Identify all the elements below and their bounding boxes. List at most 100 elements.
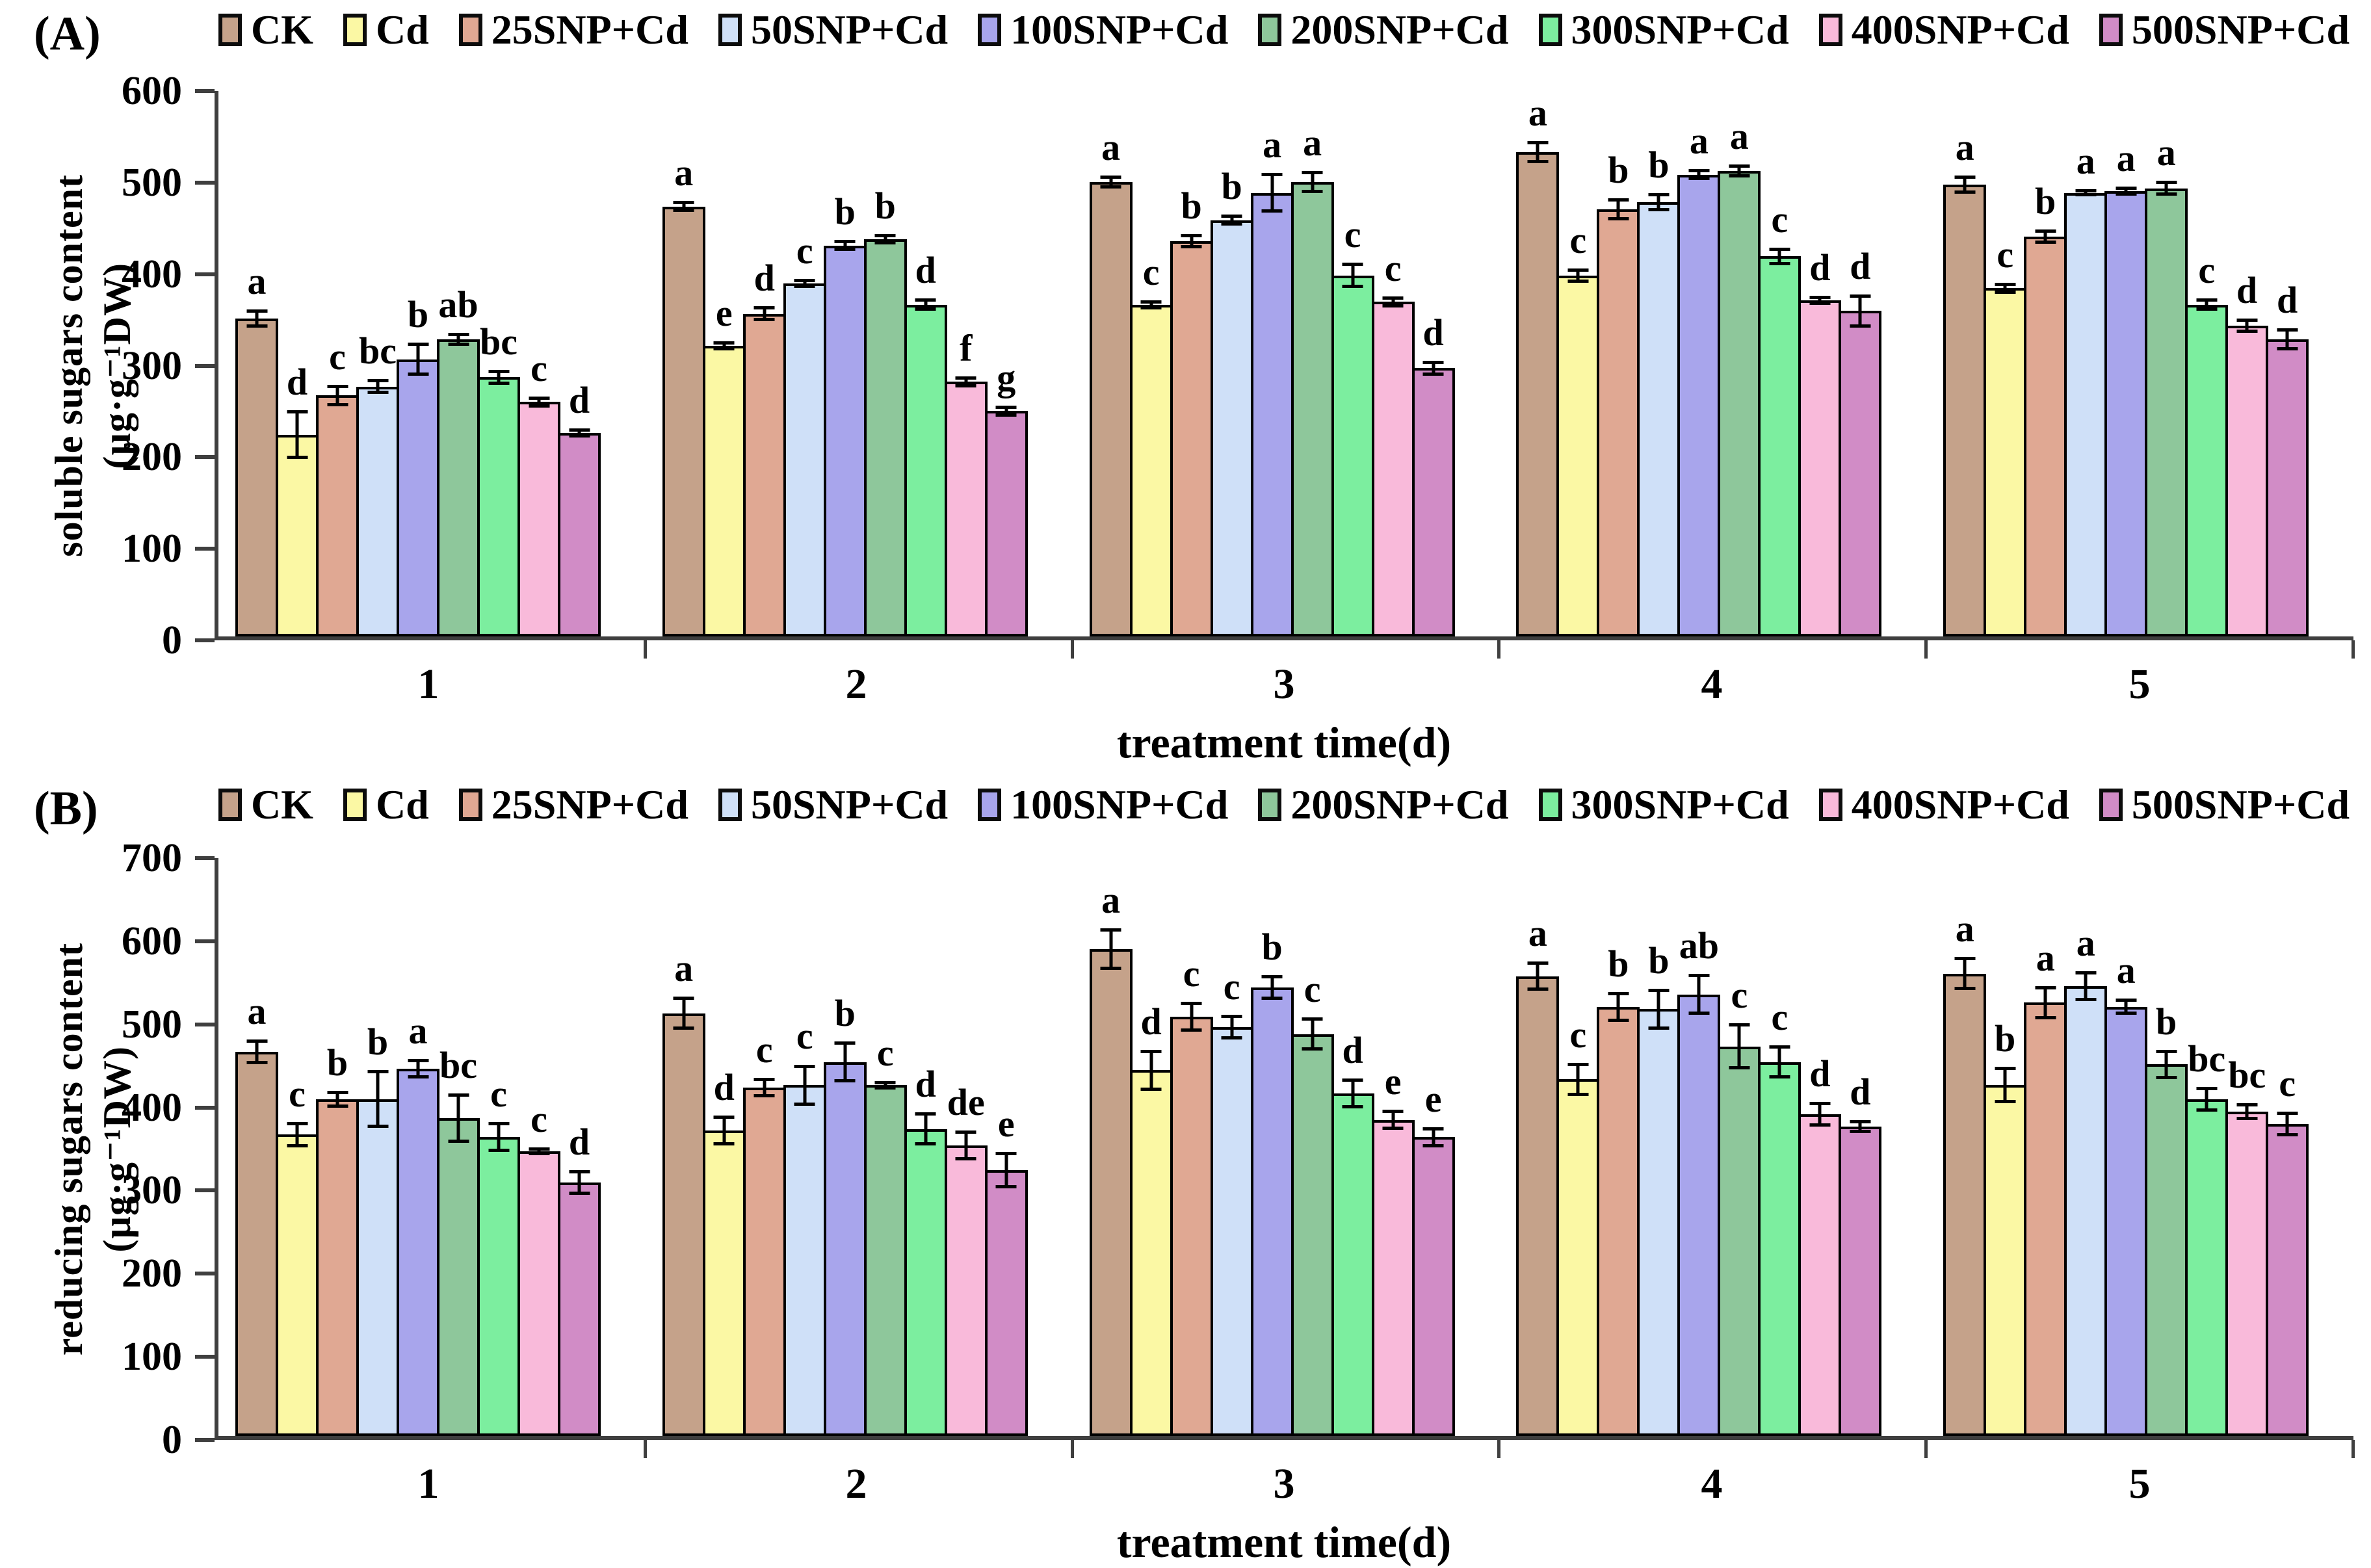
bar-slot-50snp+cd-day1: bc	[356, 91, 399, 636]
significance-letter: bc	[2228, 1054, 2266, 1097]
error-bar	[376, 379, 380, 394]
y-tick-label: 200	[122, 1251, 182, 1296]
bar-slot-500snp+cd-day5: d	[2266, 91, 2309, 636]
x-tick-label-day-3: 3	[1273, 660, 1295, 708]
bar-400snp+cd	[944, 1145, 988, 1436]
significance-letter: c	[755, 1028, 773, 1071]
bar-slot-300snp+cd-day5: c	[2185, 91, 2229, 636]
bar-slot-400snp+cd-day5: bc	[2225, 858, 2269, 1436]
significance-letter: c	[1771, 198, 1788, 241]
error-bar	[1391, 296, 1395, 307]
y-tick-mark	[195, 1022, 215, 1026]
error-bar	[2003, 1067, 2007, 1104]
bar-slot-300snp+cd-day5: bc	[2185, 858, 2229, 1436]
x-tick-label-day-3: 3	[1273, 1460, 1295, 1508]
bar-ck	[235, 318, 278, 636]
bar-50snp+cd	[1637, 1009, 1681, 1436]
significance-letter: ab	[438, 283, 478, 326]
bar-300snp+cd	[477, 377, 520, 636]
bar-slot-ck-day2: a	[662, 91, 705, 636]
significance-letter: c	[531, 1097, 547, 1140]
bar-slot-400snp+cd-day2: f	[944, 91, 988, 636]
bar-300snp+cd	[1758, 1062, 1801, 1436]
y-tick-label: 100	[122, 1335, 182, 1379]
bar-slot-ck-day2: a	[662, 858, 705, 1436]
bar-slot-50snp+cd-day3: b	[1210, 91, 1253, 636]
x-tick-mark	[2351, 1440, 2355, 1458]
significance-letter: c	[289, 1073, 306, 1116]
significance-letter: a	[674, 151, 694, 194]
legend-swatch-icon	[1818, 14, 1842, 46]
significance-letter: b	[1608, 149, 1629, 192]
error-bar	[1149, 300, 1153, 309]
bar-500snp+cd	[2266, 339, 2309, 636]
bar-slot-100snp+cd-day1: a	[397, 858, 439, 1436]
legend-item-500snp+cd: 500SNP+Cd	[2099, 784, 2350, 826]
bar-400snp+cd	[1371, 1119, 1415, 1436]
bar-300snp+cd	[2185, 1099, 2229, 1436]
bar-slot-200snp+cd-day5: a	[2145, 91, 2188, 636]
bar-50snp+cd	[1210, 220, 1253, 636]
bar-25snp+cd	[1597, 209, 1640, 636]
bar-slot-ck-day3: a	[1089, 91, 1133, 636]
x-tick-label-day-1: 1	[417, 1460, 439, 1508]
bar-slot-400snp+cd-day1: c	[517, 91, 560, 636]
bar-slot-25snp+cd-day4: b	[1597, 91, 1640, 636]
significance-letter: a	[1101, 878, 1121, 921]
legend-label: 500SNP+Cd	[2131, 7, 2350, 53]
legend-label: 50SNP+Cd	[750, 7, 949, 53]
legend-swatch-icon	[978, 789, 1002, 821]
bar-slot-400snp+cd-day3: e	[1371, 858, 1415, 1436]
legend-label: 100SNP+Cd	[1010, 781, 1229, 828]
x-tick-mark	[643, 640, 647, 659]
significance-letter: d	[713, 1066, 735, 1109]
significance-letter: a	[1955, 908, 1974, 950]
bar-cd	[1984, 288, 2027, 636]
legend-swatch-icon	[343, 14, 367, 46]
bar-400snp+cd	[1798, 1114, 1842, 1436]
significance-letter: bc	[480, 320, 517, 363]
legend-item-300snp+cd: 300SNP+Cd	[1538, 784, 1789, 826]
bar-50snp+cd	[1210, 1027, 1253, 1436]
bar-100snp+cd	[1250, 987, 1294, 1436]
bar-slot-100snp+cd-day1: b	[397, 91, 439, 636]
significance-letter: bc	[359, 330, 397, 372]
bar-400snp+cd	[2225, 325, 2269, 636]
significance-letter: a	[408, 1009, 428, 1052]
x-tick-mark	[1070, 640, 1074, 659]
legend-swatch-icon	[458, 789, 482, 821]
y-tick-mark	[195, 1272, 215, 1276]
y-tick-mark	[195, 856, 215, 860]
legend-item-ck: CK	[218, 9, 313, 51]
bar-slot-300snp+cd-day1: bc	[477, 91, 520, 636]
significance-letter: a	[2116, 948, 2136, 991]
error-bar	[682, 997, 686, 1030]
bar-slot-200snp+cd-day2: b	[863, 91, 907, 636]
bar-cd	[1556, 275, 1600, 636]
error-bar	[2285, 1111, 2289, 1136]
y-tick-label: 500	[122, 1002, 182, 1047]
bar-slot-300snp+cd-day2: d	[904, 858, 947, 1436]
error-bar	[497, 370, 501, 385]
bar-slot-400snp+cd-day4: d	[1798, 91, 1842, 636]
significance-letter: b	[407, 293, 429, 336]
error-bar	[1536, 961, 1539, 991]
bar-400snp+cd	[1371, 302, 1415, 636]
significance-letter: a	[1528, 91, 1547, 134]
error-bar	[1432, 1127, 1435, 1147]
x-tick-label-day-1: 1	[417, 660, 439, 708]
error-bar	[1657, 988, 1660, 1030]
bar-slot-500snp+cd-day2: g	[984, 91, 1028, 636]
error-bar	[1737, 1023, 1741, 1070]
legend-item-50snp+cd: 50SNP+Cd	[718, 9, 948, 51]
x-tick-mark	[643, 1440, 647, 1458]
bar-slot-cd-day1: c	[276, 858, 319, 1436]
bar-slot-50snp+cd-day2: c	[783, 91, 826, 636]
error-bar	[1536, 140, 1539, 163]
bar-cd	[1556, 1079, 1600, 1436]
significance-letter: d	[1809, 246, 1831, 289]
bar-slot-cd-day4: c	[1556, 91, 1600, 636]
bar-slot-300snp+cd-day1: c	[477, 858, 520, 1436]
bar-slot-100snp+cd-day5: a	[2104, 91, 2148, 636]
